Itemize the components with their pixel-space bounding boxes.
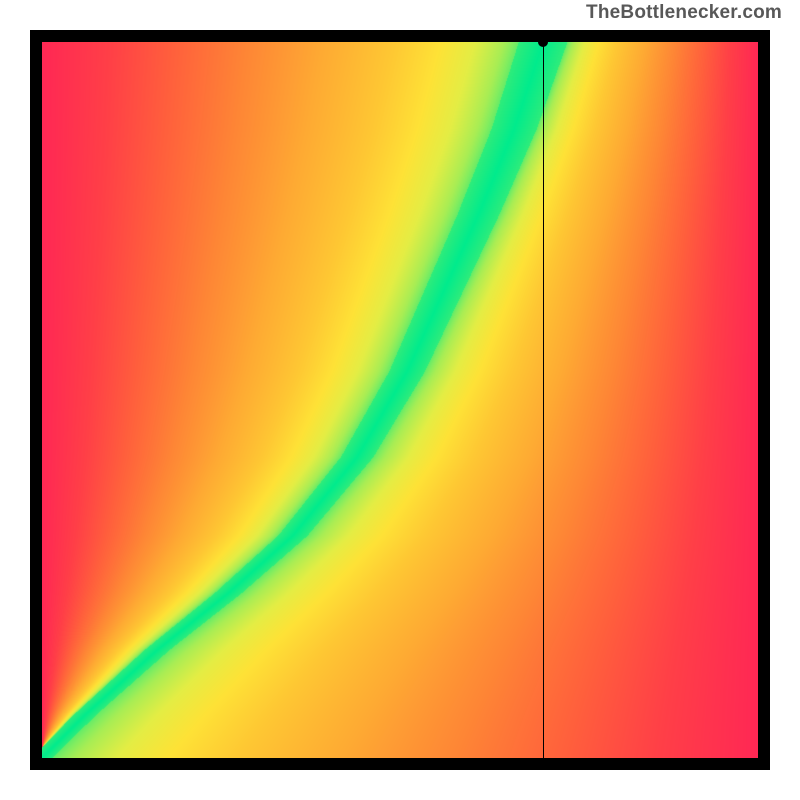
frame-top — [30, 30, 770, 42]
frame-left — [30, 30, 42, 770]
chart-container: TheBottlenecker.com — [0, 0, 800, 800]
frame-bottom — [30, 758, 770, 770]
vertical-indicator-line — [543, 30, 544, 770]
attribution-text: TheBottlenecker.com — [586, 2, 782, 24]
frame-right — [758, 30, 770, 770]
heatmap-canvas — [42, 42, 758, 758]
